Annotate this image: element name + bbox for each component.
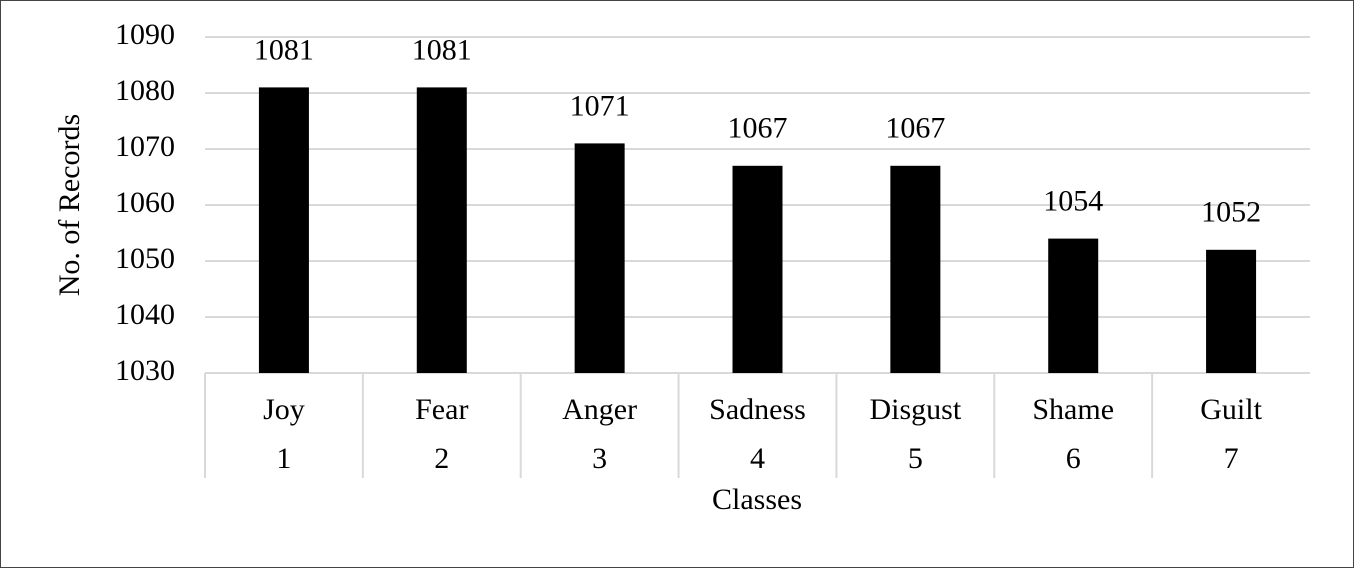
x-tick-label: Shame [1032,393,1114,426]
x-tick-label: Disgust [870,393,962,426]
x-tick-number: 2 [434,442,449,475]
bar [258,87,309,374]
x-axis-title: Classes [712,483,802,516]
bar [890,165,941,373]
x-tick-label: Joy [263,393,305,426]
y-tick-label: 1090 [115,18,175,51]
x-tick-label: Fear [415,393,468,426]
bar [732,165,783,373]
y-tick-label: 1080 [115,74,175,107]
data-label: 1067 [728,112,788,145]
bar [416,87,467,374]
x-tick-number: 5 [908,442,923,475]
y-axis-title: No. of Records [53,114,86,296]
x-tick-label: Sadness [709,393,806,426]
x-tick-number: 3 [592,442,607,475]
y-tick-label: 1070 [115,130,175,163]
y-tick-label: 1040 [115,298,175,331]
bar [1048,238,1099,373]
bar [1206,249,1257,373]
bar [574,143,625,373]
y-tick-label: 1060 [115,186,175,219]
x-tick-number: 4 [750,442,765,475]
data-label: 1052 [1201,196,1261,229]
x-tick-number: 6 [1066,442,1081,475]
y-tick-label: 1050 [115,242,175,275]
x-tick-label: Guilt [1200,393,1262,426]
y-tick-label: 1030 [115,354,175,387]
data-label: 1067 [885,112,945,145]
data-label: 1081 [254,33,314,66]
x-tick-label: Anger [562,393,637,426]
data-label: 1081 [412,33,472,66]
data-label: 1071 [570,89,630,122]
x-tick-number: 1 [276,442,291,475]
x-tick-number: 7 [1224,442,1239,475]
data-label: 1054 [1043,184,1103,217]
